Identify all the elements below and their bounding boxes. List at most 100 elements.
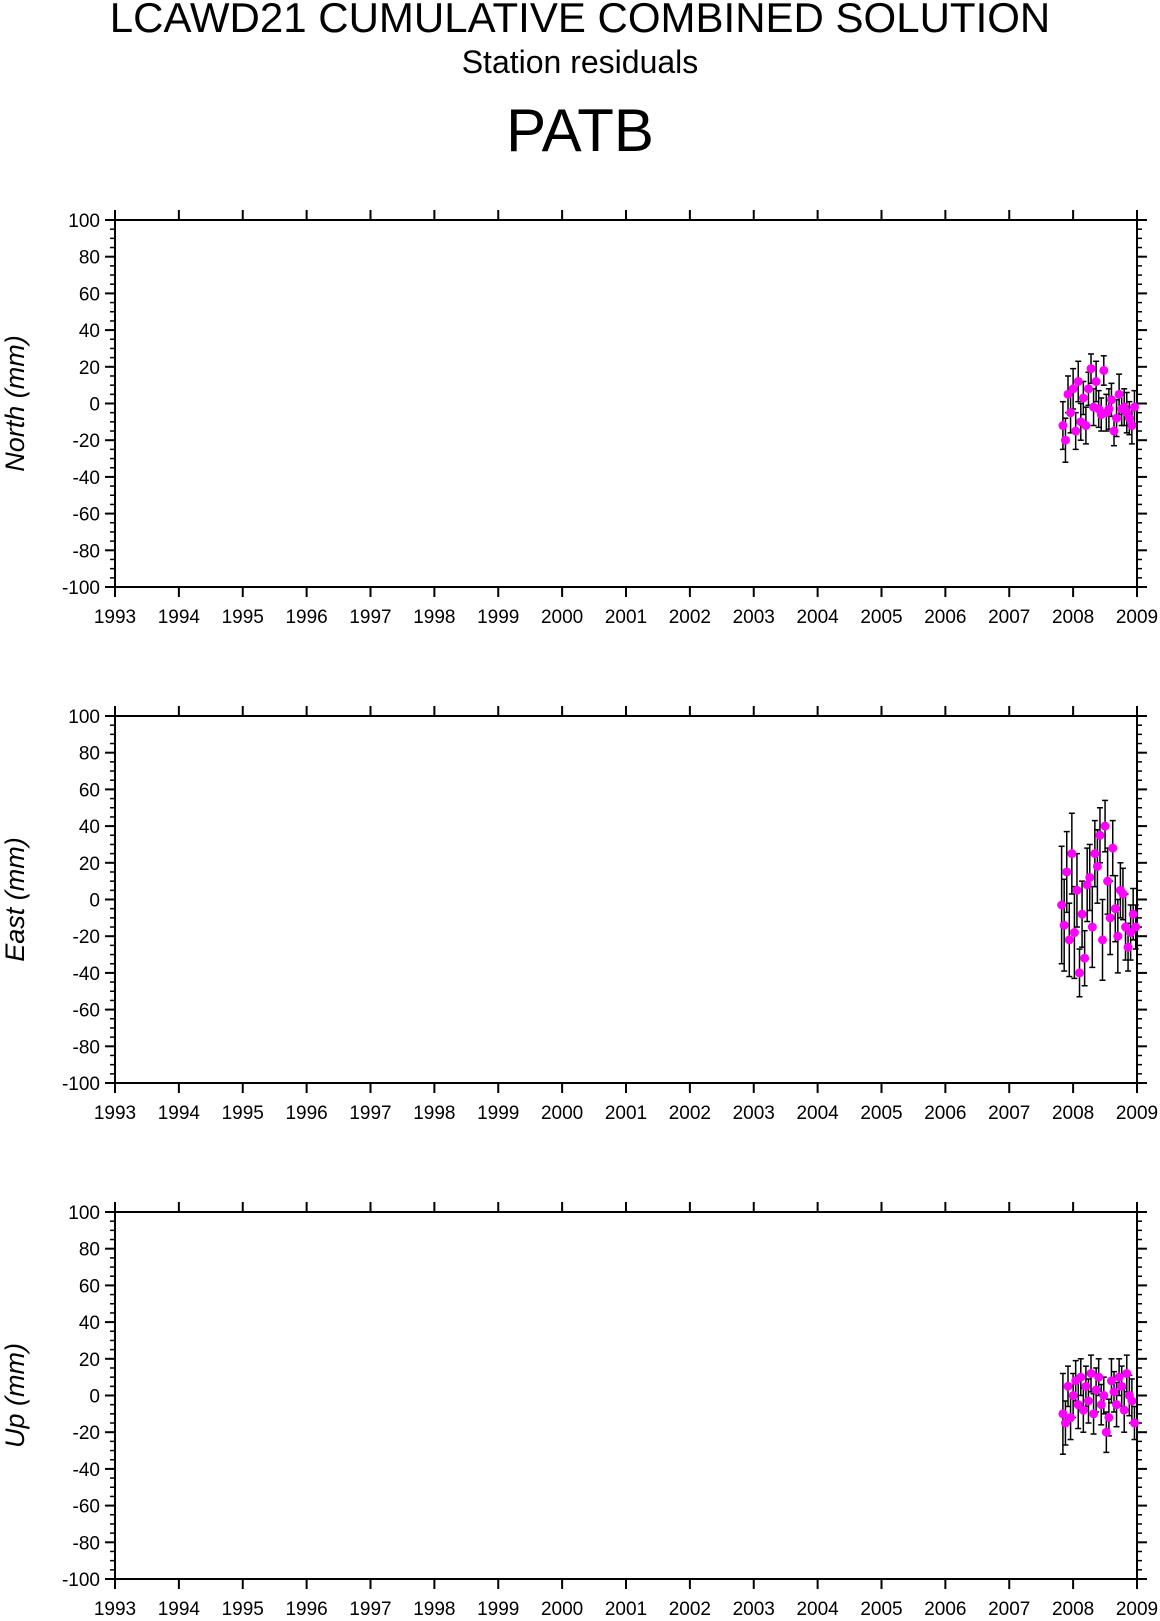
y-tick-label: -60 [73,1001,100,1022]
data-point [1096,1400,1106,1410]
plot-frame [114,219,1138,588]
data-point [1083,1396,1093,1406]
data-point [1083,384,1093,394]
x-tick-label: 1996 [285,1103,327,1124]
x-tick-label: 2000 [541,607,583,628]
x-tick-label: 2002 [669,1599,711,1620]
data-point [1110,904,1120,914]
y-tick-label: 0 [89,891,100,912]
y-tick-label: -40 [73,468,100,489]
data-point [1112,1400,1122,1410]
x-tick-label: 1995 [222,1599,264,1620]
y-tick-label: 80 [79,1240,100,1261]
data-point [1075,968,1085,978]
data-point [1104,404,1114,414]
x-tick-label: 2009 [1116,1103,1158,1124]
y-tick-label: 40 [79,1313,100,1334]
y-tick-label: -20 [73,927,100,948]
data-point [1099,365,1109,375]
panel-north: 100 80 60 40 20 0 -20 -40 -60 -80 -100 1993 1994 1995… [0,210,1158,628]
data-point [1129,1418,1139,1428]
x-tick-label: 2007 [988,1599,1030,1620]
x-tick-label: 1997 [349,1103,391,1124]
data-point [1099,1391,1109,1400]
x-tick-label: 2001 [605,607,647,628]
x-tick-label: 1998 [413,607,455,628]
y-tick-label: -60 [73,505,100,526]
y-tick-label: 20 [79,358,100,379]
y-tick-label: -40 [73,964,100,985]
y-tick-label: 100 [68,707,100,728]
data-point [1104,1413,1114,1423]
data-point [1106,1376,1116,1386]
data-point [1087,922,1097,932]
data-point [1098,935,1108,945]
y-tick-label: -20 [73,1423,100,1444]
y-axis-label: East (mm) [0,837,30,962]
x-tick-label: 1997 [349,1599,391,1620]
data-point [1069,928,1079,938]
x-tick-label: 1994 [158,1103,201,1124]
x-tick-label: 2004 [796,1599,839,1620]
y-tick-label: -80 [73,541,100,562]
x-tick-label: 2004 [796,1103,839,1124]
x-tick-label: 1994 [158,1599,201,1620]
data-point [1066,1413,1076,1423]
y-tick-label: 80 [79,744,100,765]
data-point [1066,408,1076,418]
x-tick-label: 1993 [94,1103,136,1124]
x-tick-label: 2001 [605,1599,647,1620]
data-point [1063,1381,1073,1391]
x-tick-label: 1995 [222,607,264,628]
data-point [1057,900,1067,910]
chart-title: LCAWD21 CUMULATIVE COMBINED SOLUTION [109,0,1051,41]
y-tick-label: -60 [73,1497,100,1518]
y-tick-label: 100 [68,1203,100,1224]
data-point [1117,1381,1127,1391]
data-point [1090,849,1100,859]
y-tick-label: -100 [62,578,100,599]
data-point [1072,885,1082,895]
data-point [1080,953,1090,963]
y-tick-label: -100 [62,1570,100,1591]
data-point [1124,413,1134,423]
data-point [1064,935,1074,945]
x-tick-label: 2002 [669,1103,711,1124]
data-point [1068,1391,1078,1400]
x-tick-label: 1999 [477,607,519,628]
data-point [1122,1368,1132,1378]
data-point [1089,1409,1099,1419]
data-point [1094,1372,1104,1382]
y-tick-label: 0 [89,1387,100,1408]
data-point [1062,867,1072,877]
y-tick-label: 60 [79,1276,100,1297]
x-tick-label: 1993 [94,1599,136,1620]
x-tick-label: 2001 [605,1103,647,1124]
x-tick-label: 1996 [285,1599,327,1620]
x-tick-label: 1993 [94,607,136,628]
y-tick-label: 40 [79,321,100,342]
data-point [1060,435,1070,445]
data-point [1073,376,1083,386]
y-tick-label: 20 [79,854,100,875]
x-tick-label: 2003 [733,1599,775,1620]
x-tick-label: 2000 [541,1599,583,1620]
data-point [1078,1405,1088,1415]
data-point [1091,1385,1101,1395]
chart-subtitle: Station residuals [461,44,699,80]
x-tick-label: 2006 [924,607,966,628]
data-point [1127,421,1137,431]
data-point [1100,821,1110,831]
data-point [1058,1409,1068,1419]
y-axis-label: Up (mm) [0,1343,30,1448]
x-tick-label: 2009 [1116,1599,1158,1620]
y-axis-label: North (mm) [0,335,30,472]
data-point [1101,1427,1111,1437]
x-tick-label: 2007 [988,607,1030,628]
y-tick-label: 0 [89,395,100,416]
plot-frame [114,715,1138,1084]
data-point [1091,376,1101,386]
data-point [1095,830,1105,840]
x-tick-label: 2005 [860,1103,902,1124]
